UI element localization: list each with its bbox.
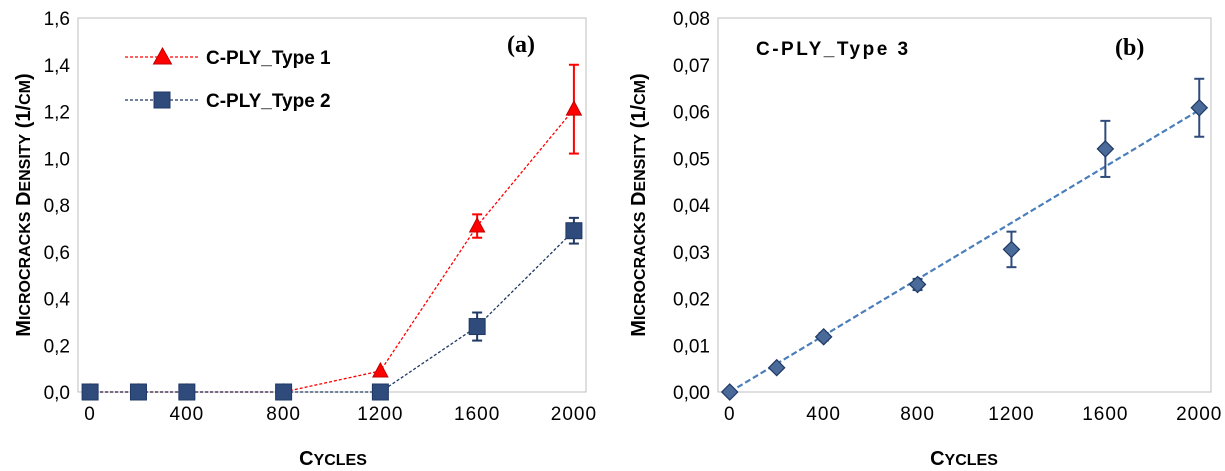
legend-label-type-2: C-PLY_Type 2 (206, 91, 331, 112)
chart-a-data-point (371, 383, 389, 401)
legend-triangle-marker-icon (152, 46, 173, 65)
chart-b-x-tick-label: 0 (724, 404, 736, 425)
chart-a-data-point (178, 383, 196, 401)
chart-a-y-tick-label: 1,4 (44, 56, 71, 77)
chart-a-y-tick-label: 0,2 (44, 336, 70, 357)
chart-a-x-tick-label: 2000 (551, 404, 597, 425)
chart-b-series-1 (720, 77, 1209, 401)
chart-a-y-tick-label: 0,4 (44, 290, 71, 311)
chart-b-y-tick-label: 0,07 (673, 56, 710, 77)
chart-b-y-tick-label: 0,00 (673, 383, 710, 404)
chart-a-data-point (275, 383, 293, 401)
chart-b-x-tick-label: 1200 (988, 404, 1034, 425)
chart-a-panel-label: (a) (507, 32, 535, 58)
chart-b-x-ticks: 0 400 800 1200 1600 2000 (724, 404, 1222, 425)
chart-a-y-tick-label: 0,8 (44, 196, 70, 217)
chart-b-y-tick-label: 0,06 (673, 103, 710, 124)
chart-a-y-tick-label: 1,2 (44, 103, 70, 124)
chart-b-y-tick-label: 0,02 (673, 290, 710, 311)
chart-b-x-tick-label: 1600 (1082, 404, 1128, 425)
chart-b: 0,00 0,01 0,02 0,03 0,04 0,05 0,06 0,07 0,08 0 40… (628, 9, 1222, 470)
chart-a-y-ticks: 0,0 0,2 0,4 0,6 0,8 1,0 1,2 1,4 1,6 (44, 9, 71, 404)
legend-label-type-1: C-PLY_Type 1 (206, 48, 331, 69)
chart-a-x-tick-label: 800 (266, 404, 301, 425)
chart-a-data-point (372, 361, 389, 378)
chart-b-y-tick-label: 0,08 (673, 9, 710, 30)
chart-b-data-point (814, 327, 833, 346)
chart-a-series-line (90, 108, 575, 393)
chart-b-y-ticks: 0,00 0,01 0,02 0,03 0,04 0,05 0,06 0,07 0,08 (673, 9, 710, 404)
chart-a-series-line (90, 230, 575, 393)
chart-a-plot-frame (77, 17, 587, 393)
chart-a-data-point (565, 100, 583, 116)
chart-b-y-tick-label: 0,01 (673, 336, 710, 357)
chart-b-data-point (1002, 240, 1021, 259)
chart-b-data-point (1096, 140, 1115, 158)
chart-a-x-tick-label: 1600 (454, 404, 500, 425)
chart-b-trendline (729, 109, 1200, 393)
chart-b-data-point (908, 275, 927, 294)
chart-b-data-point (720, 383, 739, 401)
chart-a-y-tick-label: 0,6 (44, 243, 70, 264)
chart-a-data-point (81, 383, 99, 401)
chart-b-x-axis-title: CYCLES (930, 448, 998, 470)
chart-b-panel-label: (b) (1115, 35, 1144, 61)
chart-a-y-tick-label: 1,0 (44, 149, 70, 170)
legend-square-marker-icon (153, 91, 171, 109)
chart-a-series-2 (81, 216, 583, 401)
chart-a: 0,0 0,2 0,4 0,6 0,8 1,0 1,2 1,4 1,6 0 400 800 1200 1… (13, 9, 597, 470)
legend-entry-type-2: C-PLY_Type 2 (125, 91, 331, 112)
chart-a-y-axis-title: MICROCRACKS DENSITY (1/CM) (13, 73, 35, 336)
chart-b-y-tick-label: 0,03 (673, 243, 710, 264)
chart-a-legend: C-PLY_Type 1 C-PLY_Type 2 (125, 46, 331, 112)
chart-a-data-point (565, 222, 583, 240)
chart-b-data-point (1190, 98, 1209, 117)
chart-b-x-tick-label: 400 (806, 404, 841, 425)
chart-b-x-tick-label: 800 (900, 404, 935, 425)
chart-b-data-point (767, 358, 786, 377)
chart-a-series-1 (81, 63, 583, 399)
chart-a-y-tick-label: 0,0 (44, 383, 70, 404)
chart-b-series (720, 77, 1209, 401)
chart-a-y-tick-label: 1,6 (44, 9, 70, 30)
chart-b-x-tick-label: 2000 (1176, 404, 1222, 425)
chart-b-series-title: C-PLY_Type 3 (756, 39, 911, 60)
chart-a-x-ticks: 0 400 800 1200 1600 2000 (84, 404, 597, 425)
legend-entry-type-1: C-PLY_Type 1 (125, 46, 331, 69)
chart-a-x-axis-title: CYCLES (299, 448, 367, 470)
chart-b-plot-frame (717, 17, 1212, 393)
chart-a-data-point (468, 216, 486, 233)
chart-a-x-tick-label: 400 (170, 404, 205, 425)
chart-b-y-tick-label: 0,05 (673, 149, 710, 170)
chart-a-x-tick-label: 0 (84, 404, 96, 425)
chart-b-y-tick-label: 0,04 (673, 196, 710, 217)
chart-a-data-point (129, 383, 147, 401)
chart-a-series (81, 63, 583, 401)
chart-a-x-tick-label: 1200 (357, 404, 403, 425)
chart-b-y-axis-title: MICROCRACKS DENSITY (1/CM) (628, 73, 650, 336)
chart-a-data-point (468, 318, 486, 336)
